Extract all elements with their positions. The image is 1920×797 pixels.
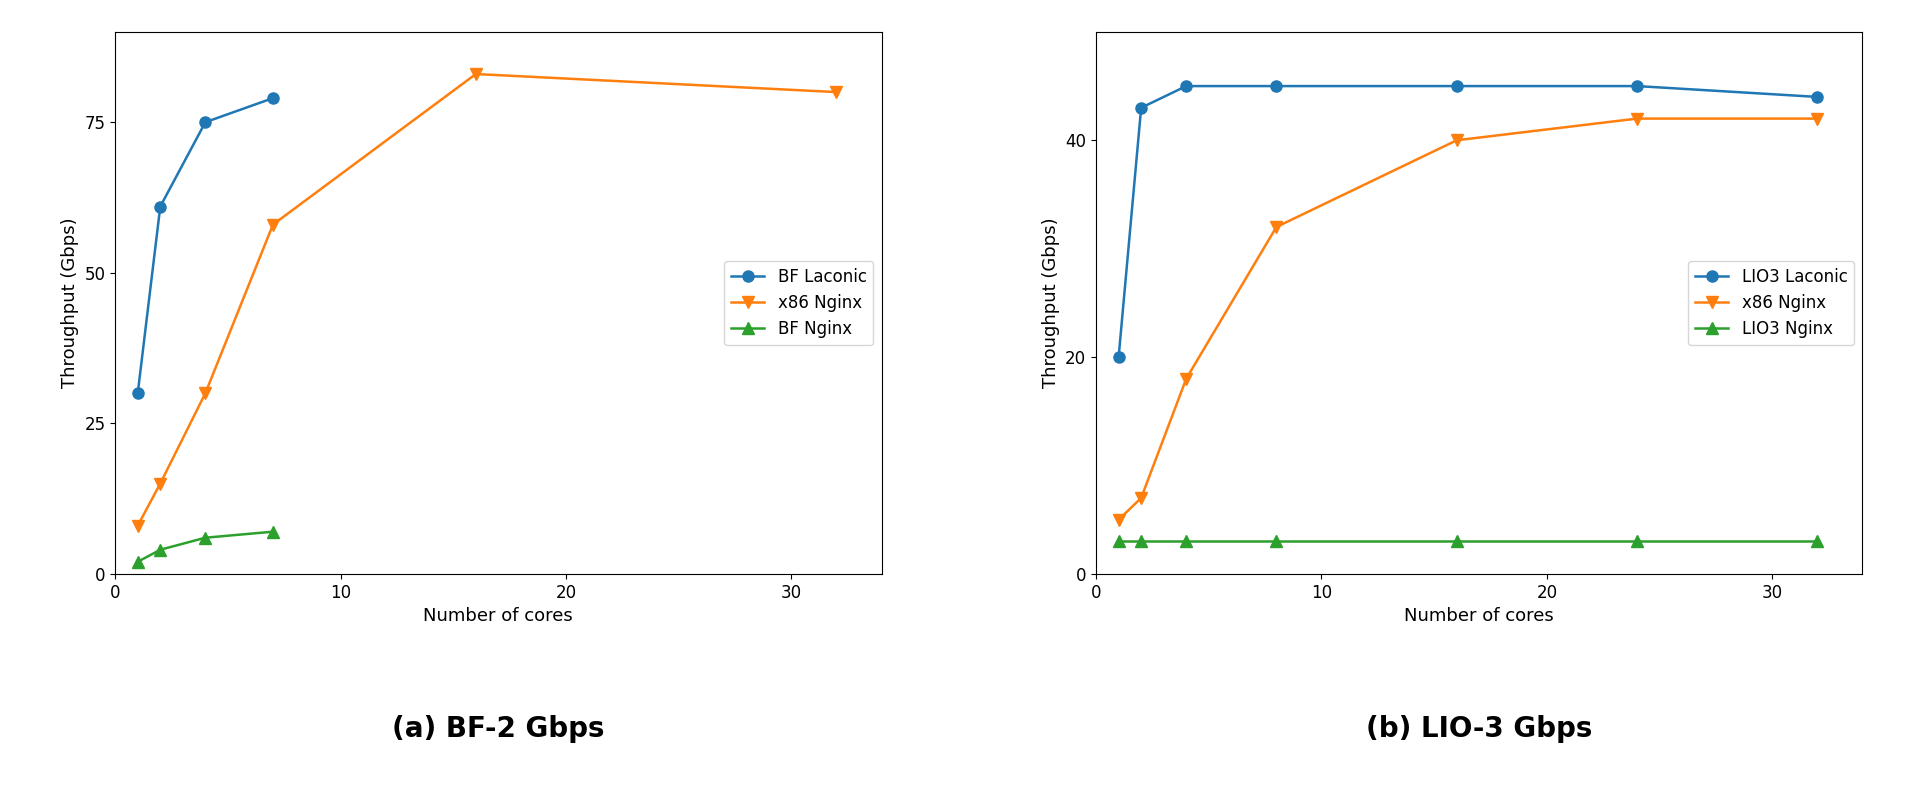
LIO3 Nginx <box>1175 536 1198 546</box>
BF Nginx <box>127 557 150 567</box>
x86 Nginx <box>1807 114 1830 124</box>
Line: BF Nginx: BF Nginx <box>132 526 278 567</box>
LIO3 Nginx <box>1129 536 1152 546</box>
Y-axis label: Throughput (Gbps): Throughput (Gbps) <box>61 218 79 388</box>
LIO3 Laconic <box>1108 352 1131 362</box>
LIO3 Laconic <box>1175 81 1198 91</box>
LIO3 Laconic <box>1265 81 1288 91</box>
BF Nginx <box>261 527 284 536</box>
LIO3 Laconic <box>1129 103 1152 112</box>
LIO3 Laconic <box>1626 81 1649 91</box>
BF Laconic <box>261 93 284 103</box>
x86 Nginx <box>1129 493 1152 503</box>
x86 Nginx <box>148 479 171 489</box>
BF Laconic <box>127 388 150 398</box>
BF Nginx <box>194 533 217 543</box>
LIO3 Nginx <box>1446 536 1469 546</box>
x86 Nginx <box>1446 135 1469 145</box>
Y-axis label: Throughput (Gbps): Throughput (Gbps) <box>1043 218 1060 388</box>
x86 Nginx <box>465 69 488 79</box>
x86 Nginx <box>1626 114 1649 124</box>
x86 Nginx <box>261 220 284 230</box>
x86 Nginx <box>1265 222 1288 232</box>
Line: BF Laconic: BF Laconic <box>132 92 278 398</box>
X-axis label: Number of cores: Number of cores <box>1404 607 1553 625</box>
BF Laconic <box>194 117 217 127</box>
X-axis label: Number of cores: Number of cores <box>424 607 574 625</box>
Text: (b) LIO-3 Gbps: (b) LIO-3 Gbps <box>1365 715 1592 743</box>
LIO3 Nginx <box>1265 536 1288 546</box>
Legend: LIO3 Laconic, x86 Nginx, LIO3 Nginx: LIO3 Laconic, x86 Nginx, LIO3 Nginx <box>1688 261 1855 345</box>
Line: x86 Nginx: x86 Nginx <box>1114 113 1822 525</box>
Line: x86 Nginx: x86 Nginx <box>132 69 843 532</box>
x86 Nginx <box>194 388 217 398</box>
Line: LIO3 Nginx: LIO3 Nginx <box>1114 536 1822 547</box>
x86 Nginx <box>1108 515 1131 524</box>
x86 Nginx <box>127 521 150 531</box>
LIO3 Nginx <box>1108 536 1131 546</box>
LIO3 Nginx <box>1807 536 1830 546</box>
Line: LIO3 Laconic: LIO3 Laconic <box>1114 80 1822 363</box>
x86 Nginx <box>1175 374 1198 383</box>
LIO3 Laconic <box>1446 81 1469 91</box>
BF Laconic <box>148 202 171 211</box>
Legend: BF Laconic, x86 Nginx, BF Nginx: BF Laconic, x86 Nginx, BF Nginx <box>724 261 874 345</box>
BF Nginx <box>148 545 171 555</box>
Text: (a) BF-2 Gbps: (a) BF-2 Gbps <box>392 715 605 743</box>
LIO3 Nginx <box>1626 536 1649 546</box>
LIO3 Laconic <box>1807 92 1830 102</box>
x86 Nginx <box>826 88 849 97</box>
